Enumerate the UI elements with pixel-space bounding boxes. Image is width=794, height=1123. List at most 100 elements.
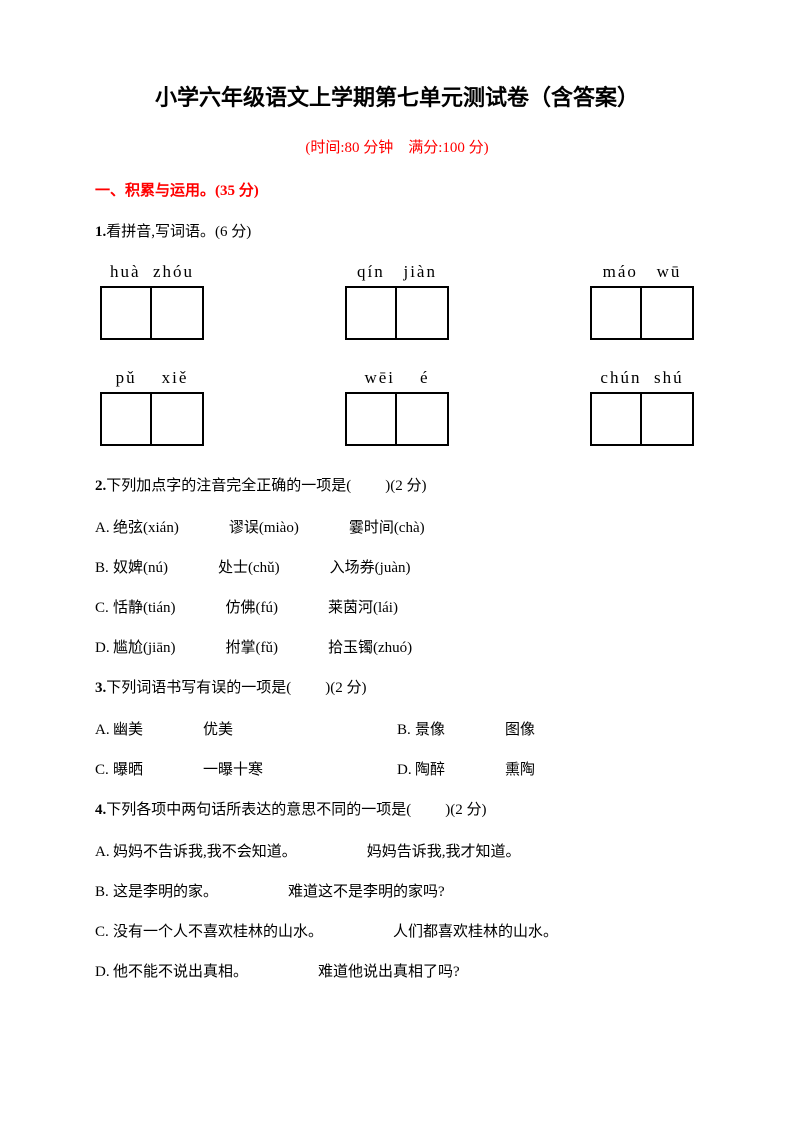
pinyin-label: pǔ xiě: [116, 368, 189, 388]
char-box[interactable]: [102, 394, 152, 444]
option-item: 莱茵河(lái): [328, 596, 398, 620]
option-item: 拾玉镯(zhuó): [328, 636, 412, 660]
option-item: 仿佛(fú): [225, 596, 278, 620]
option-label: A.: [95, 840, 113, 864]
char-box[interactable]: [102, 288, 152, 338]
pinyin-row-2: pǔ xiě wēi é chún shú: [95, 368, 699, 446]
option-label: C.: [95, 920, 113, 944]
q3-option-b[interactable]: B. 景像 图像: [397, 718, 699, 742]
option-word: 熏陶: [505, 758, 535, 782]
q4-option-b[interactable]: B. 这是李明的家。 难道这不是李明的家吗?: [95, 880, 699, 904]
option-word: 景像: [415, 718, 445, 742]
q2-option-d[interactable]: D. 尴尬(jiān) 拊掌(fǔ) 拾玉镯(zhuó): [95, 636, 699, 660]
q3-option-c[interactable]: C. 曝晒 一曝十寒: [95, 758, 397, 782]
char-box[interactable]: [152, 394, 202, 444]
option-item: 处士(chǔ): [218, 556, 280, 580]
option-label: A.: [95, 516, 113, 540]
option-sentence: 难道这不是李明的家吗?: [288, 880, 445, 904]
option-label: D.: [95, 636, 113, 660]
pinyin-label: huà zhóu: [110, 262, 194, 282]
char-box[interactable]: [347, 394, 397, 444]
pinyin-label: wēi é: [364, 368, 429, 388]
q3-row-1: A. 幽美 优美 B. 景像 图像: [95, 718, 699, 742]
option-item: 霎时间(chà): [349, 516, 425, 540]
q4-text: 下列各项中两句话所表达的意思不同的一项是(: [106, 802, 411, 818]
q2-number: 2.: [95, 478, 106, 494]
option-word: 曝晒: [113, 758, 143, 782]
q4-number: 4.: [95, 802, 106, 818]
option-word: 优美: [203, 718, 233, 742]
q3-suffix: )(2 分): [325, 680, 366, 696]
section-1-header: 一、积累与运用。(35 分): [95, 179, 699, 200]
option-word: 幽美: [113, 718, 143, 742]
option-sentence: 没有一个人不喜欢桂林的山水。: [113, 920, 323, 944]
char-box-pair[interactable]: [345, 286, 449, 340]
pinyin-group: pǔ xiě: [100, 368, 204, 446]
option-label: D.: [397, 758, 415, 782]
q3-option-a[interactable]: A. 幽美 优美: [95, 718, 397, 742]
q2-option-b[interactable]: B. 奴婢(nú) 处士(chǔ) 入场券(juàn): [95, 556, 699, 580]
q3-prompt: 3.下列词语书写有误的一项是( )(2 分): [95, 676, 699, 700]
char-box[interactable]: [397, 394, 447, 444]
option-item: 绝弦(xián): [113, 516, 179, 540]
option-sentence: 难道他说出真相了吗?: [318, 960, 460, 984]
option-item: 入场券(juàn): [330, 556, 411, 580]
char-box[interactable]: [397, 288, 447, 338]
option-label: B.: [95, 556, 113, 580]
q3-option-d[interactable]: D. 陶醉 熏陶: [397, 758, 699, 782]
option-label: B.: [397, 718, 415, 742]
char-box-pair[interactable]: [590, 392, 694, 446]
option-sentence: 他不能不说出真相。: [113, 960, 248, 984]
option-sentence: 这是李明的家。: [113, 880, 218, 904]
option-item: 拊掌(fǔ): [225, 636, 278, 660]
option-label: D.: [95, 960, 113, 984]
char-box[interactable]: [642, 394, 692, 444]
char-box[interactable]: [642, 288, 692, 338]
pinyin-group: wēi é: [345, 368, 449, 446]
page-title: 小学六年级语文上学期第七单元测试卷（含答案）: [95, 80, 699, 112]
q1-number: 1.: [95, 224, 106, 240]
option-word: 陶醉: [415, 758, 445, 782]
q2-option-c[interactable]: C. 恬静(tián) 仿佛(fú) 莱茵河(lái): [95, 596, 699, 620]
option-word: 图像: [505, 718, 535, 742]
option-label: B.: [95, 880, 113, 904]
char-box-pair[interactable]: [345, 392, 449, 446]
pinyin-label: máo wū: [603, 262, 682, 282]
char-box[interactable]: [152, 288, 202, 338]
q3-text: 下列词语书写有误的一项是(: [106, 680, 291, 696]
q1-text: 看拼音,写词语。(6 分): [106, 224, 251, 240]
pinyin-group: qín jiàn: [345, 262, 449, 340]
char-box-pair[interactable]: [100, 286, 204, 340]
option-item: 尴尬(jiān): [113, 636, 175, 660]
option-label: C.: [95, 758, 113, 782]
q2-text: 下列加点字的注音完全正确的一项是(: [106, 478, 351, 494]
pinyin-label: chún shú: [600, 368, 683, 388]
q4-option-c[interactable]: C. 没有一个人不喜欢桂林的山水。 人们都喜欢桂林的山水。: [95, 920, 699, 944]
pinyin-group: máo wū: [590, 262, 694, 340]
option-sentence: 人们都喜欢桂林的山水。: [393, 920, 558, 944]
q4-suffix: )(2 分): [445, 802, 486, 818]
char-box-pair[interactable]: [100, 392, 204, 446]
pinyin-row-1: huà zhóu qín jiàn máo wū: [95, 262, 699, 340]
char-box-pair[interactable]: [590, 286, 694, 340]
option-item: 谬误(miào): [229, 516, 299, 540]
option-item: 奴婢(nú): [113, 556, 168, 580]
answer-blank[interactable]: [291, 680, 325, 696]
pinyin-label: qín jiàn: [357, 262, 437, 282]
subtitle: (时间:80 分钟 满分:100 分): [95, 136, 699, 157]
char-box[interactable]: [347, 288, 397, 338]
q4-prompt: 4.下列各项中两句话所表达的意思不同的一项是( )(2 分): [95, 798, 699, 822]
q2-option-a[interactable]: A. 绝弦(xián) 谬误(miào) 霎时间(chà): [95, 516, 699, 540]
char-box[interactable]: [592, 394, 642, 444]
pinyin-group: huà zhóu: [100, 262, 204, 340]
answer-blank[interactable]: [411, 802, 445, 818]
char-box[interactable]: [592, 288, 642, 338]
q2-suffix: )(2 分): [385, 478, 426, 494]
option-word: 一曝十寒: [203, 758, 263, 782]
option-item: 恬静(tián): [113, 596, 175, 620]
pinyin-group: chún shú: [590, 368, 694, 446]
answer-blank[interactable]: [351, 478, 385, 494]
q4-option-d[interactable]: D. 他不能不说出真相。 难道他说出真相了吗?: [95, 960, 699, 984]
q4-option-a[interactable]: A. 妈妈不告诉我,我不会知道。 妈妈告诉我,我才知道。: [95, 840, 699, 864]
option-sentence: 妈妈告诉我,我才知道。: [367, 840, 521, 864]
